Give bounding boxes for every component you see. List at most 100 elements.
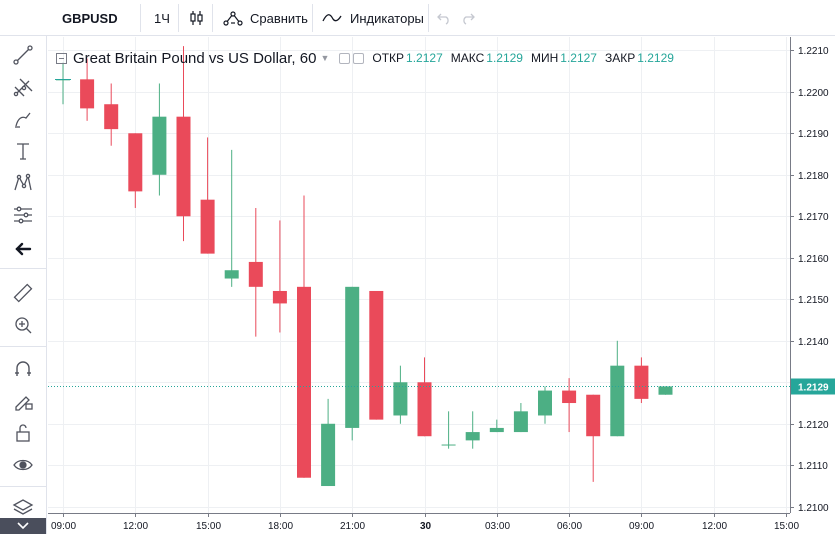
time-axis[interactable]: 09:00 12:00 15:00 18:00 21:00 30 03:00 06:00 09:…: [48, 513, 799, 532]
candle-body: [345, 286, 360, 428]
candle: [56, 62, 70, 105]
x-tick-label: 12:00: [123, 521, 148, 532]
candle: [297, 195, 311, 478]
hide-series-icon[interactable]: [339, 52, 351, 64]
candle: [489, 419, 504, 433]
current-price-label: 1.2129: [798, 383, 829, 394]
high-value: 1.2129: [486, 51, 523, 65]
candle-body: [562, 390, 577, 404]
candle-body: [417, 382, 432, 437]
ruler-icon[interactable]: [10, 280, 36, 306]
prediction-icon[interactable]: [10, 202, 36, 228]
close-label: ЗАКР: [604, 51, 636, 65]
y-tick-label: 1.2110: [798, 461, 828, 472]
candle-body: [586, 394, 601, 437]
zoom-in-icon[interactable]: [10, 312, 36, 338]
open-label: ОТКР: [372, 51, 405, 65]
trend-line-icon[interactable]: [10, 42, 36, 68]
compare-button[interactable]: Сравнить: [222, 0, 308, 36]
sidebar-expand-button[interactable]: [0, 518, 46, 534]
text-icon[interactable]: [10, 138, 36, 164]
candle: [658, 386, 673, 395]
candle-body: [441, 444, 456, 446]
high-label: МАКС: [450, 51, 485, 65]
current-price-badge: [791, 378, 835, 395]
candle-body: [152, 116, 167, 175]
sidebar-divider: [0, 486, 46, 487]
candle-body: [634, 365, 649, 399]
settings-icon[interactable]: [353, 52, 365, 64]
candle: [176, 46, 191, 242]
y-tick-label: 1.2100: [798, 503, 829, 514]
magnet-icon[interactable]: [10, 356, 36, 382]
x-tick-label: 15:00: [774, 521, 799, 532]
candle: [369, 290, 384, 420]
close-value: 1.2129: [637, 51, 674, 65]
candle: [345, 286, 360, 441]
y-tick-label: 1.2200: [798, 88, 829, 99]
drawing-toolbar: [0, 0, 47, 534]
price-chart[interactable]: 1.2210 1.2200 1.2190 1.2180 1.2170 1.2160 1.21…: [48, 37, 835, 534]
candle-body: [369, 290, 384, 420]
indicators-button[interactable]: Индикаторы: [322, 0, 424, 36]
price-axis-bg: [790, 37, 835, 534]
candle: [248, 207, 263, 337]
candle-body: [80, 79, 95, 109]
candle: [465, 411, 480, 449]
y-tick-label: 1.2140: [798, 337, 829, 348]
y-tick-label: 1.2190: [798, 129, 829, 140]
layers-icon[interactable]: [10, 494, 36, 520]
collapse-legend-button[interactable]: [56, 52, 67, 64]
pitchfork-icon[interactable]: [10, 74, 36, 100]
x-tick-label: 03:00: [485, 521, 510, 532]
y-tick-label: 1.2180: [798, 171, 829, 182]
series-legend: Great Britain Pound vs US Dollar, 60 ▼ О…: [56, 49, 674, 67]
candle-body: [176, 116, 191, 217]
pattern-icon[interactable]: [10, 170, 36, 196]
toolbar-divider: [178, 4, 179, 32]
candle: [80, 58, 95, 121]
chart-area[interactable]: 1.2210 1.2200 1.2190 1.2180 1.2170 1.2160 1.21…: [48, 37, 835, 534]
candle-body: [224, 270, 239, 279]
indicators-label: Индикаторы: [350, 10, 424, 26]
lock-drawing-icon[interactable]: [10, 388, 36, 414]
unlock-icon[interactable]: [10, 420, 36, 446]
candle-body: [393, 382, 408, 416]
x-tick-label: 30: [420, 521, 432, 532]
price-axis[interactable]: 1.2210 1.2200 1.2190 1.2180 1.2170 1.2160 1.21…: [790, 37, 835, 534]
back-arrow-icon[interactable]: [10, 236, 36, 262]
symbol-search-button[interactable]: GBPUSD: [62, 10, 118, 26]
candle-body: [321, 423, 336, 487]
candle-body: [104, 104, 119, 130]
chart-style-button[interactable]: [188, 0, 206, 36]
eye-icon[interactable]: [10, 452, 36, 478]
candle: [200, 137, 215, 254]
chevron-down-icon: [17, 522, 29, 530]
compare-icon: [223, 11, 243, 26]
candle: [586, 394, 601, 482]
redo-button[interactable]: [460, 0, 476, 36]
toolbar-divider: [428, 4, 429, 32]
candle-body: [513, 411, 528, 433]
chevron-down-icon[interactable]: ▼: [320, 53, 330, 63]
interval-button[interactable]: 1Ч: [154, 10, 170, 26]
candle: [393, 365, 408, 424]
undo-button[interactable]: [436, 0, 452, 36]
candle: [272, 220, 287, 333]
candle-body: [200, 199, 215, 254]
compare-label: Сравнить: [250, 10, 308, 26]
series-title[interactable]: Great Britain Pound vs US Dollar, 60: [73, 49, 317, 67]
y-tick-label: 1.2210: [798, 46, 829, 57]
candle-body: [248, 261, 263, 287]
undo-icon: [437, 13, 449, 25]
candle: [513, 403, 528, 433]
y-tick-label: 1.2150: [798, 295, 829, 306]
candles: [56, 46, 673, 487]
x-tick-label: 12:00: [702, 521, 727, 532]
candle: [610, 340, 625, 437]
indicators-icon: [322, 14, 342, 22]
candle: [321, 398, 336, 487]
top-toolbar: GBPUSD 1Ч Сравнить Индикаторы: [0, 0, 835, 36]
brush-icon[interactable]: [10, 106, 36, 132]
